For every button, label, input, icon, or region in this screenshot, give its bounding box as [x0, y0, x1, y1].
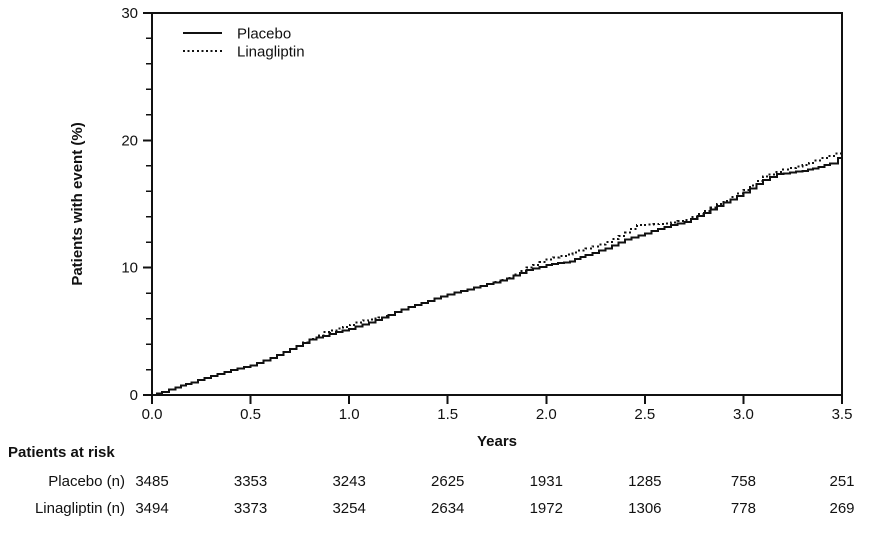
y-axis-tick-label: 30 [121, 5, 138, 22]
plot-frame [151, 12, 843, 396]
risk-value: 2625 [431, 473, 465, 490]
x-axis-tick-label: 0.5 [240, 406, 261, 423]
y-axis-tick-label: 20 [121, 132, 138, 149]
risk-value: 3243 [332, 473, 366, 490]
risk-row-label: Placebo (n) [48, 473, 125, 490]
risk-value: 3485 [135, 473, 169, 490]
x-axis-tick-label: 2.0 [536, 406, 557, 423]
risk-value: 1306 [628, 500, 662, 517]
risk-row-label: Linagliptin (n) [34, 500, 125, 517]
km-chart-canvas: 0 10 20 30 0.0 0.5 1.0 1.5 2.0 2.5 3.0 3.5 Years Pati… [69, 5, 853, 450]
risk-value: 3254 [332, 500, 366, 517]
y-axis-tick-label: 0 [130, 387, 138, 404]
risk-value: 1972 [529, 500, 563, 517]
risk-value: 251 [829, 473, 855, 490]
linagliptin-curve [152, 150, 843, 396]
y-axis-tick-label: 10 [121, 260, 138, 277]
x-axis-title: Years [477, 433, 517, 450]
x-axis-tick-label: 2.5 [634, 406, 655, 423]
legend-linagliptin-label: Linagliptin [237, 44, 305, 61]
x-axis-tick-label: 3.5 [832, 406, 853, 423]
risk-value: 3353 [233, 473, 268, 490]
risk-value: 3494 [135, 500, 169, 517]
risk-value: 269 [829, 500, 855, 517]
risk-value: 2634 [431, 500, 465, 517]
risk-value: 1285 [628, 473, 662, 490]
risk-value: 778 [730, 500, 756, 517]
legend-placebo-label: Placebo [237, 26, 291, 43]
x-axis-tick-label: 0.0 [142, 406, 163, 423]
x-axis-tick-label: 1.5 [437, 406, 458, 423]
placebo-curve [152, 156, 843, 396]
risk-value: 3373 [233, 500, 268, 517]
risk-table-title: Patients at risk [8, 444, 115, 461]
x-axis-tick-label: 3.0 [733, 406, 754, 423]
risk-value: 1931 [529, 473, 563, 490]
y-axis-title: Patients with event (%) [69, 122, 86, 285]
risk-value: 758 [730, 473, 756, 490]
x-axis-tick-label: 1.0 [339, 406, 360, 423]
